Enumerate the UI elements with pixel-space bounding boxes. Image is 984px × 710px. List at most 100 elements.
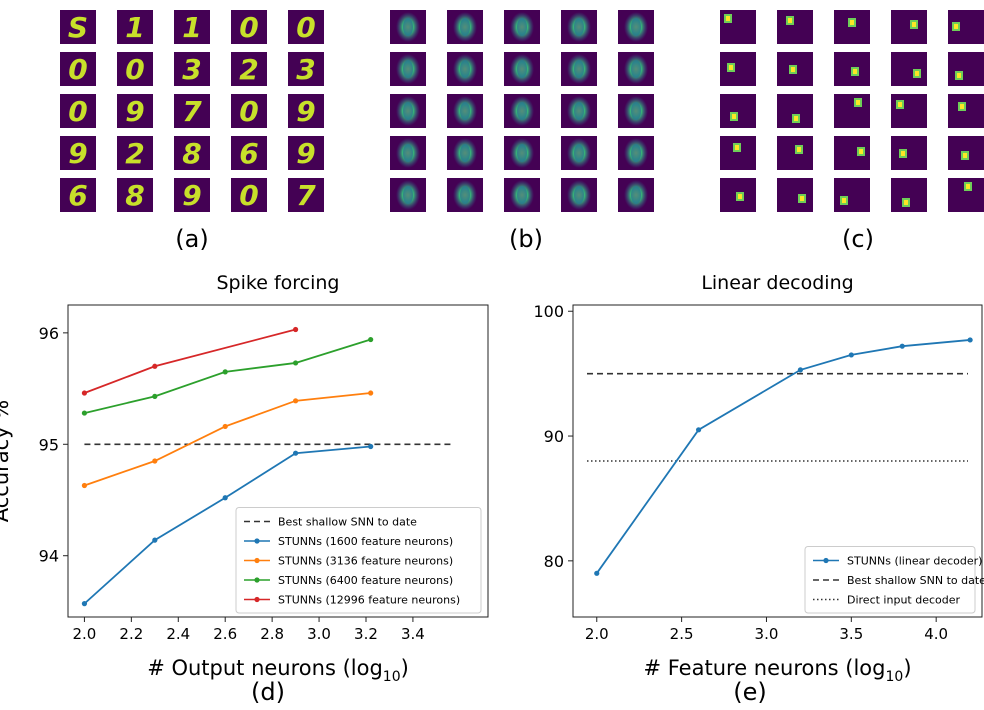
thumbnail-background [60,178,96,212]
legend-marker [254,596,260,603]
blurred-digit-core [460,186,470,204]
digit-glyph: 0 [239,11,258,44]
grid-thumbnail: 2 [117,136,153,170]
y-tick-label: 94 [39,547,59,566]
legend-marker [254,557,260,564]
grid-thumbnail [834,136,870,170]
thumbnail-background [777,10,813,44]
feature-patch-core [738,194,742,199]
grid-thumbnail [720,136,756,170]
grid-thumbnail [561,94,597,128]
blurred-digit-core [517,60,527,78]
y-tick-label: 100 [533,302,564,321]
legend-marker [823,557,829,564]
digit-glyph: 0 [239,179,258,212]
digit-glyph: 8 [125,179,144,212]
panel-label-a: (a) [175,225,208,253]
legend-label: STUNNs (3136 feature neurons) [278,555,453,568]
grid-thumbnail: 2 [231,52,267,86]
feature-patch-core [915,71,919,76]
grid-thumbnail [504,52,540,86]
blurred-digit-core [574,60,584,78]
grid-thumbnail: 3 [288,52,324,86]
blurred-digit-core [631,186,641,204]
digit-glyph: 9 [125,95,144,128]
series-line [596,339,971,574]
grid-thumbnail: 7 [174,94,210,128]
x-tick-label: 2.2 [119,625,143,643]
y-tick-label: 96 [39,324,59,343]
grid-thumbnail [777,94,813,128]
grid-thumbnail [720,52,756,86]
grid-thumbnail: 0 [60,52,96,86]
feature-patch-core [729,65,733,70]
data-point [368,390,374,396]
chart-linear-decoding: Linear decoding 2.0 2.5 3.0 3.5 4.0 80 90 100 # F… [533,272,984,685]
thumbnail-background [891,136,927,170]
thumbnail-background [891,94,927,128]
grid-thumbnail [447,10,483,44]
thumbnail-background [60,52,96,86]
blurred-digit-core [460,60,470,78]
grid-thumbnail: 9 [174,178,210,212]
x-axis-label-subscript: 10 [383,669,401,685]
data-point [848,352,854,358]
thumbnail-background [891,10,927,44]
feature-patch-core [853,69,857,74]
thumbnail-background [117,178,153,212]
thumbnail-background [720,136,756,170]
digit-glyph: 8 [182,137,201,170]
grid-thumbnail: 0 [60,94,96,128]
x-axis-label-subscript: 10 [885,669,903,685]
grid-thumbnail [618,178,654,212]
data-point [152,393,158,399]
thumbnail-background [288,94,324,128]
thumbnail-background [288,178,324,212]
chart-title: Linear decoding [701,272,853,294]
image-grid-a: S 1 1 0 0 0 0 3 2 3 0 9 7 0 9 9 2 8 6 9 6 8 9 0 7 [60,10,324,212]
grid-thumbnail [720,10,756,44]
x-tick-label: 3.4 [401,625,425,643]
grid-thumbnail [834,52,870,86]
blurred-digit-core [631,18,641,36]
digit-glyph: 3 [296,53,315,86]
grid-thumbnail: 0 [117,52,153,86]
blurred-digit-core [631,102,641,120]
grid-thumbnail [561,52,597,86]
data-point [222,495,228,501]
grid-thumbnail [777,178,813,212]
legend-label: STUNNs (linear decoder) [847,555,982,568]
thumbnail-background [174,52,210,86]
x-tick-label: 3.0 [755,625,779,643]
plot-frame [67,304,489,618]
x-tick-label: 4.0 [924,625,948,643]
grid-thumbnail [720,94,756,128]
grid-thumbnail [447,94,483,128]
legend-box [235,507,482,614]
blurred-digit-core [460,102,470,120]
panel-label-d: (d) [251,678,285,706]
blurred-digit-core [517,18,527,36]
blurred-digit-core [403,102,413,120]
grid-thumbnail [777,10,813,44]
feature-patch-core [788,18,792,23]
blurred-digit-core [403,18,413,36]
x-axis-label-end: ) [903,656,911,680]
grid-thumbnail [891,178,927,212]
chart-spike-forcing: Spike forcing 2.0 2.2 2.4 2.6 2.8 3.0 3.2 3.4 94 9… [0,272,489,685]
grid-thumbnail [948,178,984,212]
feature-patch-core [735,145,739,150]
data-point [81,482,88,489]
feature-patch-core [856,100,860,105]
feature-patch-core [912,22,916,27]
grid-thumbnail [561,136,597,170]
blurred-digit-core [631,60,641,78]
grid-thumbnail [948,52,984,86]
digit-glyph: 1 [125,11,144,44]
feature-patch-core [966,184,970,189]
blurred-digit-core [574,18,584,36]
feature-patch-core [904,200,908,205]
digit-glyph: 2 [125,137,144,170]
x-axis-label-end: ) [401,656,409,680]
grid-thumbnail: 1 [174,10,210,44]
